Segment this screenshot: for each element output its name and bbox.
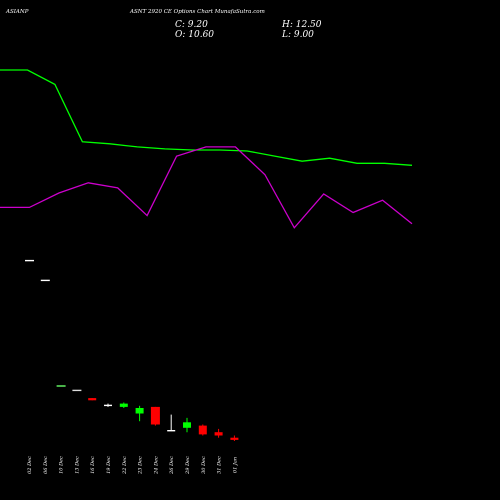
x-tick-label: 31 Dec — [217, 456, 223, 474]
candle-11 — [198, 424, 207, 436]
candle-body — [88, 398, 97, 401]
indicator-lines — [0, 69, 413, 229]
candle-4 — [88, 398, 97, 401]
candle-body — [198, 425, 207, 435]
candle-13 — [230, 435, 239, 441]
candles — [25, 259, 239, 441]
symbol-label: ASIANP — [5, 9, 29, 15]
x-tick-label: 30 Dec — [201, 456, 207, 474]
candle-6 — [119, 402, 128, 408]
chart-title: ASNT 2920 CE Options Chart MunafaSutra.c… — [129, 9, 265, 15]
candle-3 — [72, 389, 82, 392]
x-tick-label: 23 Dec — [138, 456, 144, 475]
x-tick-label: 16 Dec — [90, 456, 96, 474]
x-axis-tick-labels: 02 Dec 06 Dec 10 Dec 13 Dec 16 Dec 19 Dec 22 D… — [27, 456, 238, 475]
candle-body — [25, 259, 34, 262]
candle-body — [230, 437, 239, 440]
candle-body — [135, 408, 144, 414]
candle-12 — [214, 428, 223, 438]
candle-body — [150, 406, 160, 425]
x-tick-label: 19 Dec — [106, 456, 112, 474]
candle-body — [104, 404, 112, 407]
candle-body — [214, 432, 223, 436]
x-tick-label: 29 Dec — [185, 456, 191, 475]
x-tick-label: 02 Dec — [27, 456, 33, 474]
x-tick-label: 06 Dec — [43, 456, 49, 474]
close-label: C: 9.20 — [175, 20, 208, 30]
x-tick-label: 26 Dec — [169, 456, 175, 475]
candle-body — [72, 389, 82, 392]
x-tick-label: 01 Jan — [232, 457, 238, 473]
candle-1 — [40, 279, 50, 282]
x-tick-label: 10 Dec — [59, 456, 65, 474]
low-label: L: 9.00 — [281, 30, 314, 40]
candle-body — [119, 403, 128, 407]
x-tick-label: 22 Dec — [122, 456, 128, 475]
candle-body — [40, 279, 50, 282]
high-label: H: 12.50 — [281, 20, 322, 30]
x-tick-label: 24 Dec — [153, 456, 159, 475]
candle-5 — [104, 403, 112, 407]
candle-2 — [56, 385, 66, 387]
open-label: O: 10.60 — [175, 30, 214, 40]
candle-7 — [135, 405, 144, 422]
x-tick-label: 13 Dec — [74, 456, 80, 474]
candle-body — [167, 430, 176, 432]
candle-0 — [25, 259, 34, 262]
magenta-line-series — [0, 146, 413, 229]
candle-8 — [150, 406, 160, 426]
candle-body — [183, 422, 191, 428]
candle-9 — [167, 414, 176, 432]
candle-10 — [183, 417, 191, 433]
candle-body — [56, 385, 66, 387]
green-line-series — [0, 69, 413, 166]
